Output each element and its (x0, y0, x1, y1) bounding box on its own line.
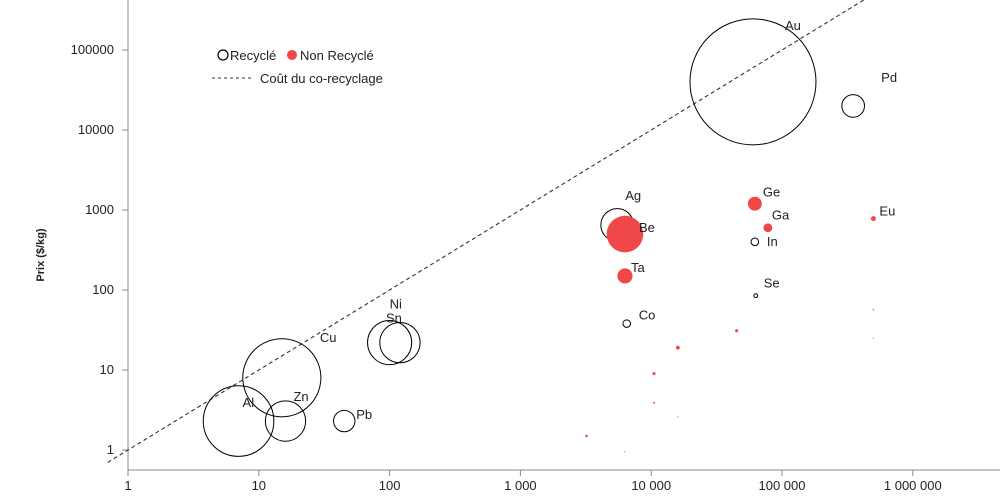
y-tick-label: 100 (92, 282, 114, 297)
bubble-recycled-au (689, 18, 817, 146)
bubble-non-recycled (735, 329, 739, 333)
x-tick-label: 1 000 000 (884, 478, 942, 493)
y-tick-label: 100000 (71, 42, 114, 57)
bubble-recycled-zn (264, 400, 307, 442)
x-tick-label: 10 (252, 478, 266, 493)
legend-recycled-marker (217, 49, 229, 61)
co-recycling-cost-line (107, 0, 865, 463)
x-tick-label: 10 000 (631, 478, 671, 493)
bubble-label-ta: Ta (631, 260, 646, 275)
legend-non-recycled-label: Non Recyclé (300, 48, 374, 63)
x-tick-label: 1 (124, 478, 131, 493)
legend-non-recycled-marker (287, 50, 297, 60)
bubble-label-ni: Ni (390, 297, 402, 312)
x-tick-label: 100 000 (759, 478, 806, 493)
bubble-label-se: Se (764, 276, 780, 291)
bubble-label-be: Be (639, 220, 655, 235)
y-tick-label: 1000 (85, 202, 114, 217)
bubble-label-ga: Ga (772, 208, 790, 223)
y-tick-label: 10000 (78, 122, 114, 137)
y-axis-ticks: 1 10 100 1000 10000 100000 (71, 42, 128, 457)
bubble-recycled-co (622, 319, 632, 328)
bubble-label-in: In (767, 234, 778, 249)
bubble-non-recycled (676, 345, 680, 350)
bubble-label-al: Al (243, 395, 255, 410)
bubble-non-recycled (624, 451, 626, 453)
x-axis-ticks: 1 10 100 1 000 10 000 100 000 1 000 000 (124, 470, 942, 493)
bubble-non-recycled-ge (747, 196, 762, 211)
bubble-label-eu: Eu (879, 204, 895, 219)
x-tick-label: 1 000 (504, 478, 537, 493)
bubble-non-recycled (872, 308, 875, 311)
bubble-non-recycled (677, 416, 679, 418)
bubbles-layer (202, 18, 876, 457)
bubble-label-zn: Zn (293, 389, 308, 404)
bubble-label-pd: Pd (881, 70, 897, 85)
bubble-recycled-se (753, 293, 759, 299)
bubble-non-recycled-ga (763, 223, 773, 233)
legend-cost-line-label: Coût du co-recyclage (260, 71, 383, 86)
bubble-non-recycled-eu (870, 216, 876, 222)
bubble-label-ge: Ge (763, 185, 780, 200)
bubble-non-recycled-be (606, 215, 644, 253)
bubble-recycled-sn (379, 321, 421, 364)
bubble-label-cu: Cu (320, 330, 337, 345)
bubble-non-recycled (652, 372, 656, 376)
bubble-label-pb: Pb (356, 407, 372, 422)
x-tick-label: 100 (379, 478, 401, 493)
bubble-non-recycled (653, 401, 655, 404)
bubble-label-ag: Ag (625, 188, 641, 203)
y-tick-label: 10 (100, 362, 114, 377)
bubble-non-recycled-ta (617, 268, 633, 284)
bubble-recycled-pb (333, 409, 356, 433)
legend-recycled-label: Recyclé (230, 48, 276, 63)
y-tick-label: 1 (107, 442, 114, 457)
bubble-label-co: Co (639, 308, 656, 323)
bubble-recycled-al (202, 385, 275, 457)
legend: Recyclé Non Recyclé Coût du co-recyclage (212, 48, 383, 86)
bubble-label-au: Au (785, 18, 801, 33)
bubble-recycled-pd (841, 94, 866, 118)
bubble-non-recycled (585, 434, 588, 438)
y-axis-label: Prix ($/kg) (35, 228, 47, 282)
bubble-recycled-in (750, 237, 760, 247)
bubble-recycled-cu (242, 338, 322, 418)
bubble-non-recycled (872, 337, 875, 339)
bubble-recycled-ni (367, 320, 413, 366)
bubble-label-sn: Sn (386, 311, 402, 326)
